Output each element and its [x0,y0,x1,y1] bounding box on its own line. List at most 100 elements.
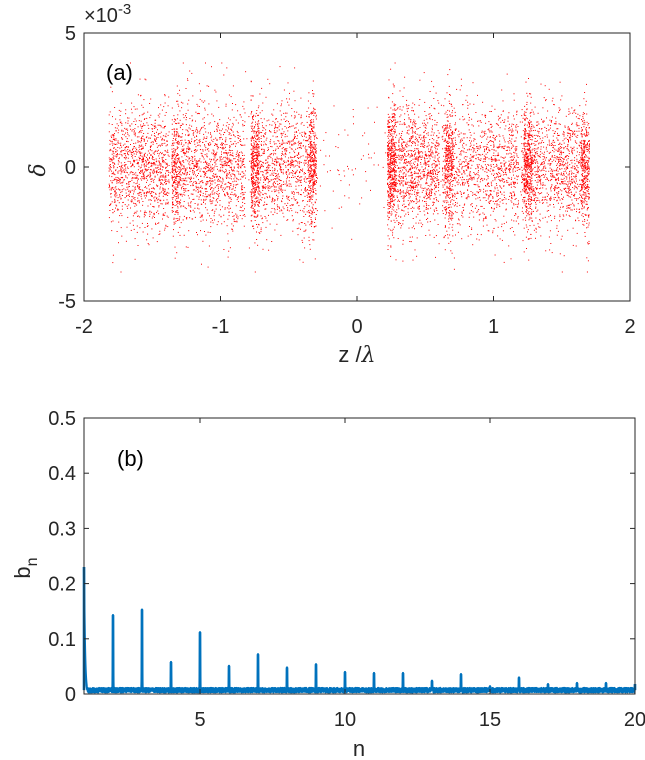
scatter-point [574,168,576,170]
scatter-point [292,125,294,127]
scatter-point [192,134,194,136]
scatter-point [415,152,417,154]
scatter-point [310,119,312,121]
scatter-point [398,144,400,146]
scatter-point [136,182,138,184]
scatter-point [432,179,434,180]
scatter-point [274,199,276,201]
scatter-point [403,167,404,169]
scatter-point [285,180,287,182]
scatter-point [510,182,512,184]
scatter-point [570,209,572,211]
scatter-point [259,193,261,195]
scatter-point [404,160,405,162]
scatter-point [173,169,175,171]
scatter-point [157,174,159,176]
scatter-point [525,143,527,145]
scatter-point [127,117,128,119]
scatter-point [250,180,252,182]
scatter-point [185,188,187,189]
scatter-point [182,172,183,174]
scatter-point [172,172,173,173]
scatter-point [134,160,135,162]
scatter-point [310,149,312,151]
scatter-point [196,195,198,197]
scatter-point [271,124,273,126]
scatter-point [527,158,529,160]
scatter-point [220,136,222,138]
scatter-point [443,105,445,107]
scatter-point [532,125,534,127]
scatter-point [405,158,407,160]
scatter-point [540,182,542,184]
scatter-point [165,176,167,178]
scatter-point [156,137,157,139]
scatter-point [469,212,471,214]
scatter-point [406,183,408,185]
scatter-point [148,162,149,164]
scatter-point [528,78,529,79]
scatter-point [314,150,316,152]
scatter-point [561,181,562,183]
scatter-point [133,161,135,163]
scatter-point [534,166,536,168]
scatter-point [159,172,161,174]
scatter-point [116,182,118,184]
scatter-point [253,168,255,170]
scatter-point [198,112,199,114]
scatter-point [389,142,390,144]
scatter-point [446,157,448,159]
scatter-point [450,143,452,145]
scatter-point [567,139,568,140]
scatter-point [209,177,211,179]
scatter-point [506,181,508,183]
scatter-point [373,152,375,154]
scatter-point [558,134,560,136]
scatter-point [390,188,392,190]
scatter-point [232,173,234,175]
scatter-point [420,184,422,186]
scatter-point [414,104,416,106]
scatter-point [530,208,532,209]
scatter-point [426,164,428,165]
scatter-point [274,191,276,193]
scatter-point [422,224,424,226]
scatter-point [225,161,227,163]
scatter-point [406,187,408,189]
scatter-point [130,62,131,64]
scatter-point [394,152,396,154]
scatter-point [174,139,176,140]
scatter-point [337,169,339,171]
scatter-point [254,203,256,205]
scatter-point [198,106,200,107]
scatter-point [400,191,402,193]
scatter-point [308,200,310,202]
scatter-point [387,177,389,178]
scatter-point [458,182,460,184]
scatter-point [557,150,559,152]
scatter-point [573,165,575,167]
scatter-point [368,157,370,159]
scatter-point [229,145,231,147]
scatter-point [214,145,216,146]
scatter-point [462,181,464,183]
scatter-point [147,158,149,160]
scatter-point [556,156,558,157]
scatter-point [228,132,230,134]
scatter-point [133,151,134,153]
scatter-point [195,181,197,183]
scatter-point [445,167,447,169]
scatter-point [496,159,498,161]
scatter-point [212,181,214,183]
scatter-point [508,130,510,132]
scatter-point [447,156,449,158]
scatter-point [491,125,493,127]
scatter-point [172,157,174,159]
scatter-point [469,132,471,133]
scatter-point [292,139,294,141]
scatter-point [185,124,187,126]
scatter-point [427,213,429,214]
scatter-point [578,125,580,127]
scatter-point [573,167,575,169]
scatter-point [394,122,396,124]
